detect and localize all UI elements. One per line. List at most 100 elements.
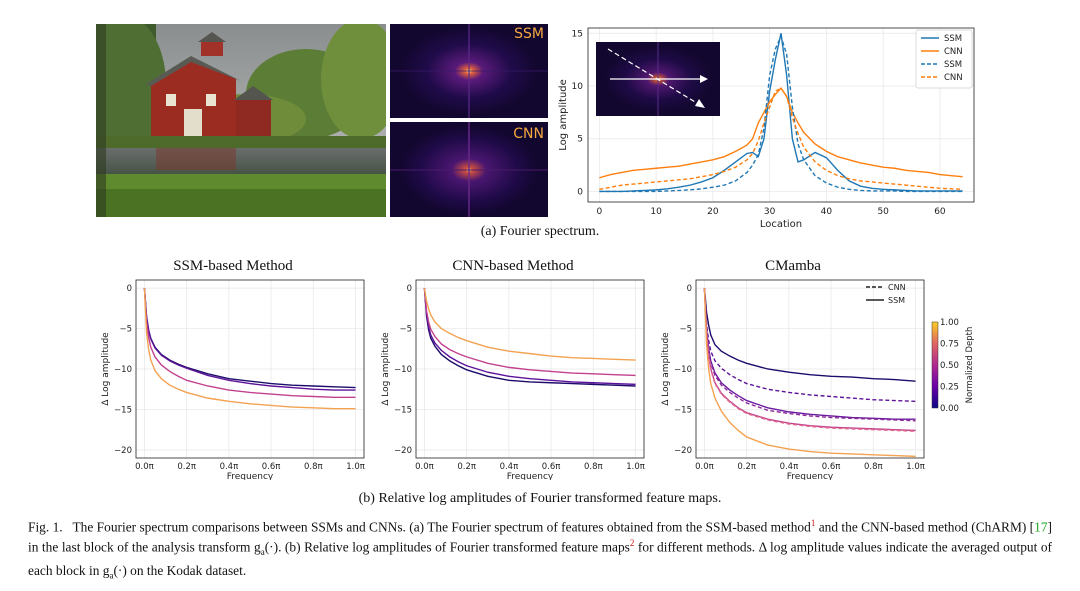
colorbar-label: Normalized Depth [965, 327, 975, 404]
caption-text: (·) on the Kodak dataset. [113, 562, 247, 578]
y-tick-label: −5 [399, 325, 412, 335]
chart-ticks: 0 10 20 30 40 50 60 0 5 10 15 [572, 29, 946, 217]
series-line [143, 288, 356, 410]
series-line [703, 288, 916, 422]
y-tick-label: 10 [572, 82, 584, 92]
x-tick-label: 1.0π [626, 462, 645, 472]
ssm-spectrum-label: SSM [514, 26, 544, 42]
panel-title-ssm: SSM-based Method [173, 258, 293, 274]
ssm-spectrum-image: SSM [390, 24, 548, 118]
series-line [423, 287, 636, 361]
legend-item: SSM [944, 34, 962, 44]
barn-photo [96, 24, 386, 217]
x-tick-label: 0 [596, 207, 602, 217]
x-tick-label: 0.0π [695, 462, 714, 472]
x-tick-label: 0.4π [220, 462, 239, 472]
series-line [703, 288, 916, 432]
y-tick-label: 5 [577, 135, 583, 145]
figure-caption: Fig. 1. The Fourier spectrum comparisons… [28, 515, 1052, 584]
chart-legend: SSM CNN SSM CNN [915, 29, 973, 89]
cnn-frequency-chart: 0.0π 0.2π 0.4π 0.6π 0.8π 1.0π 0 −5 −10 −15 −20 Freq… [381, 279, 645, 480]
cnn-spectrum-image: CNN [390, 122, 548, 217]
cmamba-legend: CNN SSM [866, 283, 906, 305]
x-tick-label: 0.2π [737, 462, 756, 472]
x-tick-label: 0.8π [304, 462, 323, 472]
series-line [703, 288, 916, 458]
series-line-cnn-solid [599, 86, 963, 179]
x-tick-label: 0.6π [822, 462, 841, 472]
legend-item: CNN [888, 283, 906, 292]
series-line [143, 288, 356, 391]
x-tick-label: 0.2π [177, 462, 196, 472]
citation-link[interactable]: 17 [1034, 519, 1048, 535]
x-tick-label: 0.8π [584, 462, 603, 472]
series-line [143, 288, 356, 389]
y-tick-label: −20 [394, 446, 412, 456]
colorbar-tick: 0.00 [940, 404, 959, 414]
y-tick-label: 15 [572, 29, 583, 39]
x-axis-label: Frequency [227, 472, 274, 480]
series-line [703, 288, 916, 382]
y-tick-label: −20 [114, 446, 132, 456]
y-tick-label: −5 [679, 325, 692, 335]
y-axis-label: Δ Log amplitude [381, 332, 391, 406]
caption-a: (a) Fourier spectrum. [480, 224, 600, 239]
y-tick-label: 0 [577, 187, 583, 197]
y-tick-label: −5 [119, 325, 132, 335]
y-tick-label: −10 [114, 365, 132, 375]
panel-title-cnn: CNN-based Method [452, 258, 574, 274]
caption-text: for different methods. Δ log amplitude v… [28, 539, 1052, 578]
colorbar-tick: 0.25 [940, 383, 959, 393]
x-tick-label: 1.0π [346, 462, 365, 472]
x-tick-label: 0.4π [780, 462, 799, 472]
fourier-location-chart: 0 10 20 30 40 50 60 0 5 10 15 Location Log amplitu… [558, 27, 975, 230]
y-axis-label: Δ Log amplitude [661, 332, 671, 406]
x-tick-label: 30 [764, 207, 776, 217]
cnn-spectrum-label: CNN [513, 126, 544, 142]
x-tick-label: 10 [650, 207, 662, 217]
x-tick-label: 20 [707, 207, 719, 217]
y-tick-label: −20 [674, 446, 692, 456]
series-line-ssm-solid [599, 33, 963, 193]
x-axis-label: Location [760, 219, 802, 230]
figure-label: Fig. 1. [28, 519, 63, 535]
series-line [143, 288, 356, 399]
series-line [423, 288, 636, 386]
x-tick-label: 0.4π [500, 462, 519, 472]
x-tick-label: 0.0π [415, 462, 434, 472]
legend-item: CNN [944, 73, 963, 83]
legend-item: SSM [944, 60, 962, 70]
x-tick-label: 0.0π [135, 462, 154, 472]
panel-title-cmamba: CMamba [765, 258, 821, 274]
y-tick-label: −15 [674, 405, 692, 415]
y-axis-label: Δ Log amplitude [101, 332, 111, 406]
series-line [703, 288, 916, 403]
arrow-head-icon [700, 75, 708, 83]
y-tick-label: −10 [674, 365, 692, 375]
x-tick-label: 0.6π [542, 462, 561, 472]
y-tick-label: 0 [127, 284, 132, 294]
footnote-marker: 1 [810, 518, 816, 528]
series-line [423, 288, 636, 387]
chart-frame [587, 27, 975, 203]
subscript: a [260, 547, 265, 558]
x-tick-label: 1.0π [906, 462, 925, 472]
legend-item: SSM [888, 296, 905, 305]
y-axis-label: Log amplitude [558, 79, 569, 151]
depth-colorbar: 1.00 0.75 0.50 0.25 0.00 Normalized Dept… [931, 318, 975, 414]
chart-frame [135, 279, 365, 459]
caption-text: and the CNN-based method (ChARM) [ [815, 519, 1035, 535]
x-tick-label: 40 [821, 207, 833, 217]
colorbar-tick: 0.50 [940, 361, 959, 371]
series-line [423, 288, 636, 377]
x-axis-label: Frequency [507, 472, 554, 480]
x-tick-label: 60 [934, 207, 946, 217]
cmamba-frequency-chart: 0.0π 0.2π 0.4π 0.6π 0.8π 1.0π 0 −5 −10 −15 −20 Freq… [661, 279, 925, 480]
x-tick-label: 0.8π [864, 462, 883, 472]
y-tick-label: −10 [394, 365, 412, 375]
subscript: a [109, 570, 114, 581]
diagonal-scan-arrow [607, 48, 701, 106]
series-line-ssm-dashed [599, 34, 963, 193]
ssm-frequency-chart: 0.0π 0.2π 0.4π 0.6π 0.8π 1.0π 0 −5 −10 −15 −20 Freq… [101, 279, 365, 480]
legend-item: CNN [944, 47, 963, 57]
